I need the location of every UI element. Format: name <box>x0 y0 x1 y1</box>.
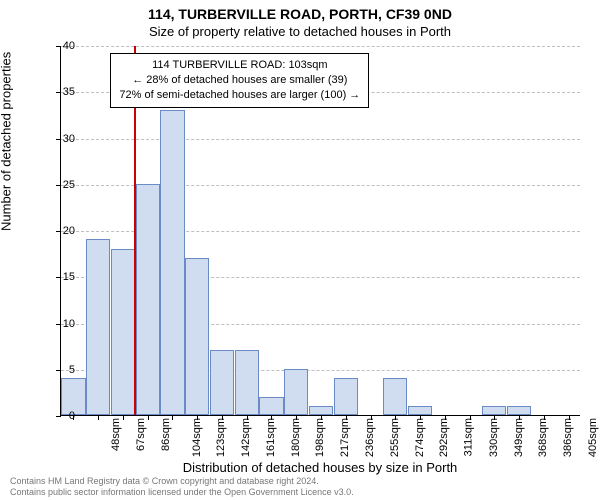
x-tick-label: 255sqm <box>389 418 401 457</box>
annotation-line: 72% of semi-detached houses are larger (… <box>119 88 360 103</box>
x-tick-mark <box>247 415 248 420</box>
histogram-bar <box>482 406 506 415</box>
x-tick-mark <box>371 415 372 420</box>
x-tick-mark <box>420 415 421 420</box>
histogram-bar <box>507 406 531 415</box>
x-tick-label: 311sqm <box>462 418 474 456</box>
x-tick-mark <box>197 415 198 420</box>
y-tick-label: 5 <box>45 364 75 376</box>
y-tick-label: 0 <box>45 410 75 422</box>
x-tick-mark <box>494 415 495 420</box>
x-tick-mark <box>123 415 124 420</box>
histogram-bar <box>235 350 259 415</box>
chart-title: 114, TURBERVILLE ROAD, PORTH, CF39 0ND <box>0 6 600 22</box>
x-tick-mark <box>445 415 446 420</box>
x-tick-mark <box>271 415 272 420</box>
chart-subtitle: Size of property relative to detached ho… <box>0 24 600 39</box>
histogram-bar <box>309 406 333 415</box>
histogram-bar <box>408 406 432 415</box>
x-axis-label: Distribution of detached houses by size … <box>60 460 580 475</box>
x-tick-mark <box>519 415 520 420</box>
x-tick-label: 292sqm <box>438 418 450 457</box>
y-tick-label: 20 <box>45 225 75 237</box>
y-tick-label: 30 <box>45 133 75 145</box>
histogram-bar <box>334 378 358 415</box>
footer-line-1: Contains HM Land Registry data © Crown c… <box>10 476 354 487</box>
x-tick-label: 349sqm <box>513 418 525 457</box>
x-tick-label: 217sqm <box>339 418 351 457</box>
x-tick-label: 180sqm <box>290 418 302 457</box>
x-tick-label: 161sqm <box>265 418 277 457</box>
footer-line-2: Contains public sector information licen… <box>10 487 354 498</box>
x-tick-label: 86sqm <box>160 418 172 451</box>
x-tick-label: 48sqm <box>110 418 122 451</box>
histogram-bar <box>160 110 184 415</box>
histogram-bar <box>136 184 160 415</box>
x-tick-mark <box>148 415 149 420</box>
x-tick-mark <box>222 415 223 420</box>
y-tick-label: 35 <box>45 86 75 98</box>
x-tick-label: 198sqm <box>315 418 327 457</box>
property-size-chart: 114, TURBERVILLE ROAD, PORTH, CF39 0ND S… <box>0 0 600 500</box>
histogram-bar <box>284 369 308 415</box>
y-tick-label: 10 <box>45 318 75 330</box>
x-tick-label: 386sqm <box>562 418 574 457</box>
histogram-bar <box>111 249 135 416</box>
x-tick-label: 330sqm <box>488 418 500 457</box>
y-tick-label: 15 <box>45 271 75 283</box>
x-tick-label: 368sqm <box>537 418 549 457</box>
x-tick-label: 405sqm <box>587 418 599 457</box>
gridline <box>61 46 580 47</box>
x-tick-label: 236sqm <box>364 418 376 457</box>
x-tick-label: 123sqm <box>216 418 228 457</box>
annotation-line: ← 28% of detached houses are smaller (39… <box>119 73 360 88</box>
x-tick-mark <box>346 415 347 420</box>
chart-footer: Contains HM Land Registry data © Crown c… <box>10 476 354 498</box>
y-tick-label: 25 <box>45 179 75 191</box>
annotation-line: 114 TURBERVILLE ROAD: 103sqm <box>119 58 360 73</box>
histogram-bar <box>259 397 283 416</box>
plot-area: 48sqm67sqm86sqm104sqm123sqm142sqm161sqm1… <box>60 46 580 416</box>
x-tick-mark <box>98 415 99 420</box>
x-tick-mark <box>296 415 297 420</box>
x-tick-label: 67sqm <box>135 418 147 451</box>
y-axis-label: Number of detached properties <box>0 52 14 231</box>
x-tick-mark <box>321 415 322 420</box>
histogram-bar <box>86 239 110 415</box>
annotation-box: 114 TURBERVILLE ROAD: 103sqm← 28% of det… <box>110 53 369 108</box>
x-tick-mark <box>172 415 173 420</box>
x-tick-mark <box>470 415 471 420</box>
gridline <box>61 139 580 140</box>
histogram-bar <box>210 350 234 415</box>
x-tick-mark <box>569 415 570 420</box>
x-tick-label: 274sqm <box>414 418 426 457</box>
x-tick-label: 142sqm <box>240 418 252 457</box>
x-tick-mark <box>395 415 396 420</box>
x-tick-mark <box>544 415 545 420</box>
histogram-bar <box>383 378 407 415</box>
histogram-bar <box>185 258 209 415</box>
x-tick-label: 104sqm <box>191 418 203 457</box>
y-tick-label: 40 <box>45 40 75 52</box>
